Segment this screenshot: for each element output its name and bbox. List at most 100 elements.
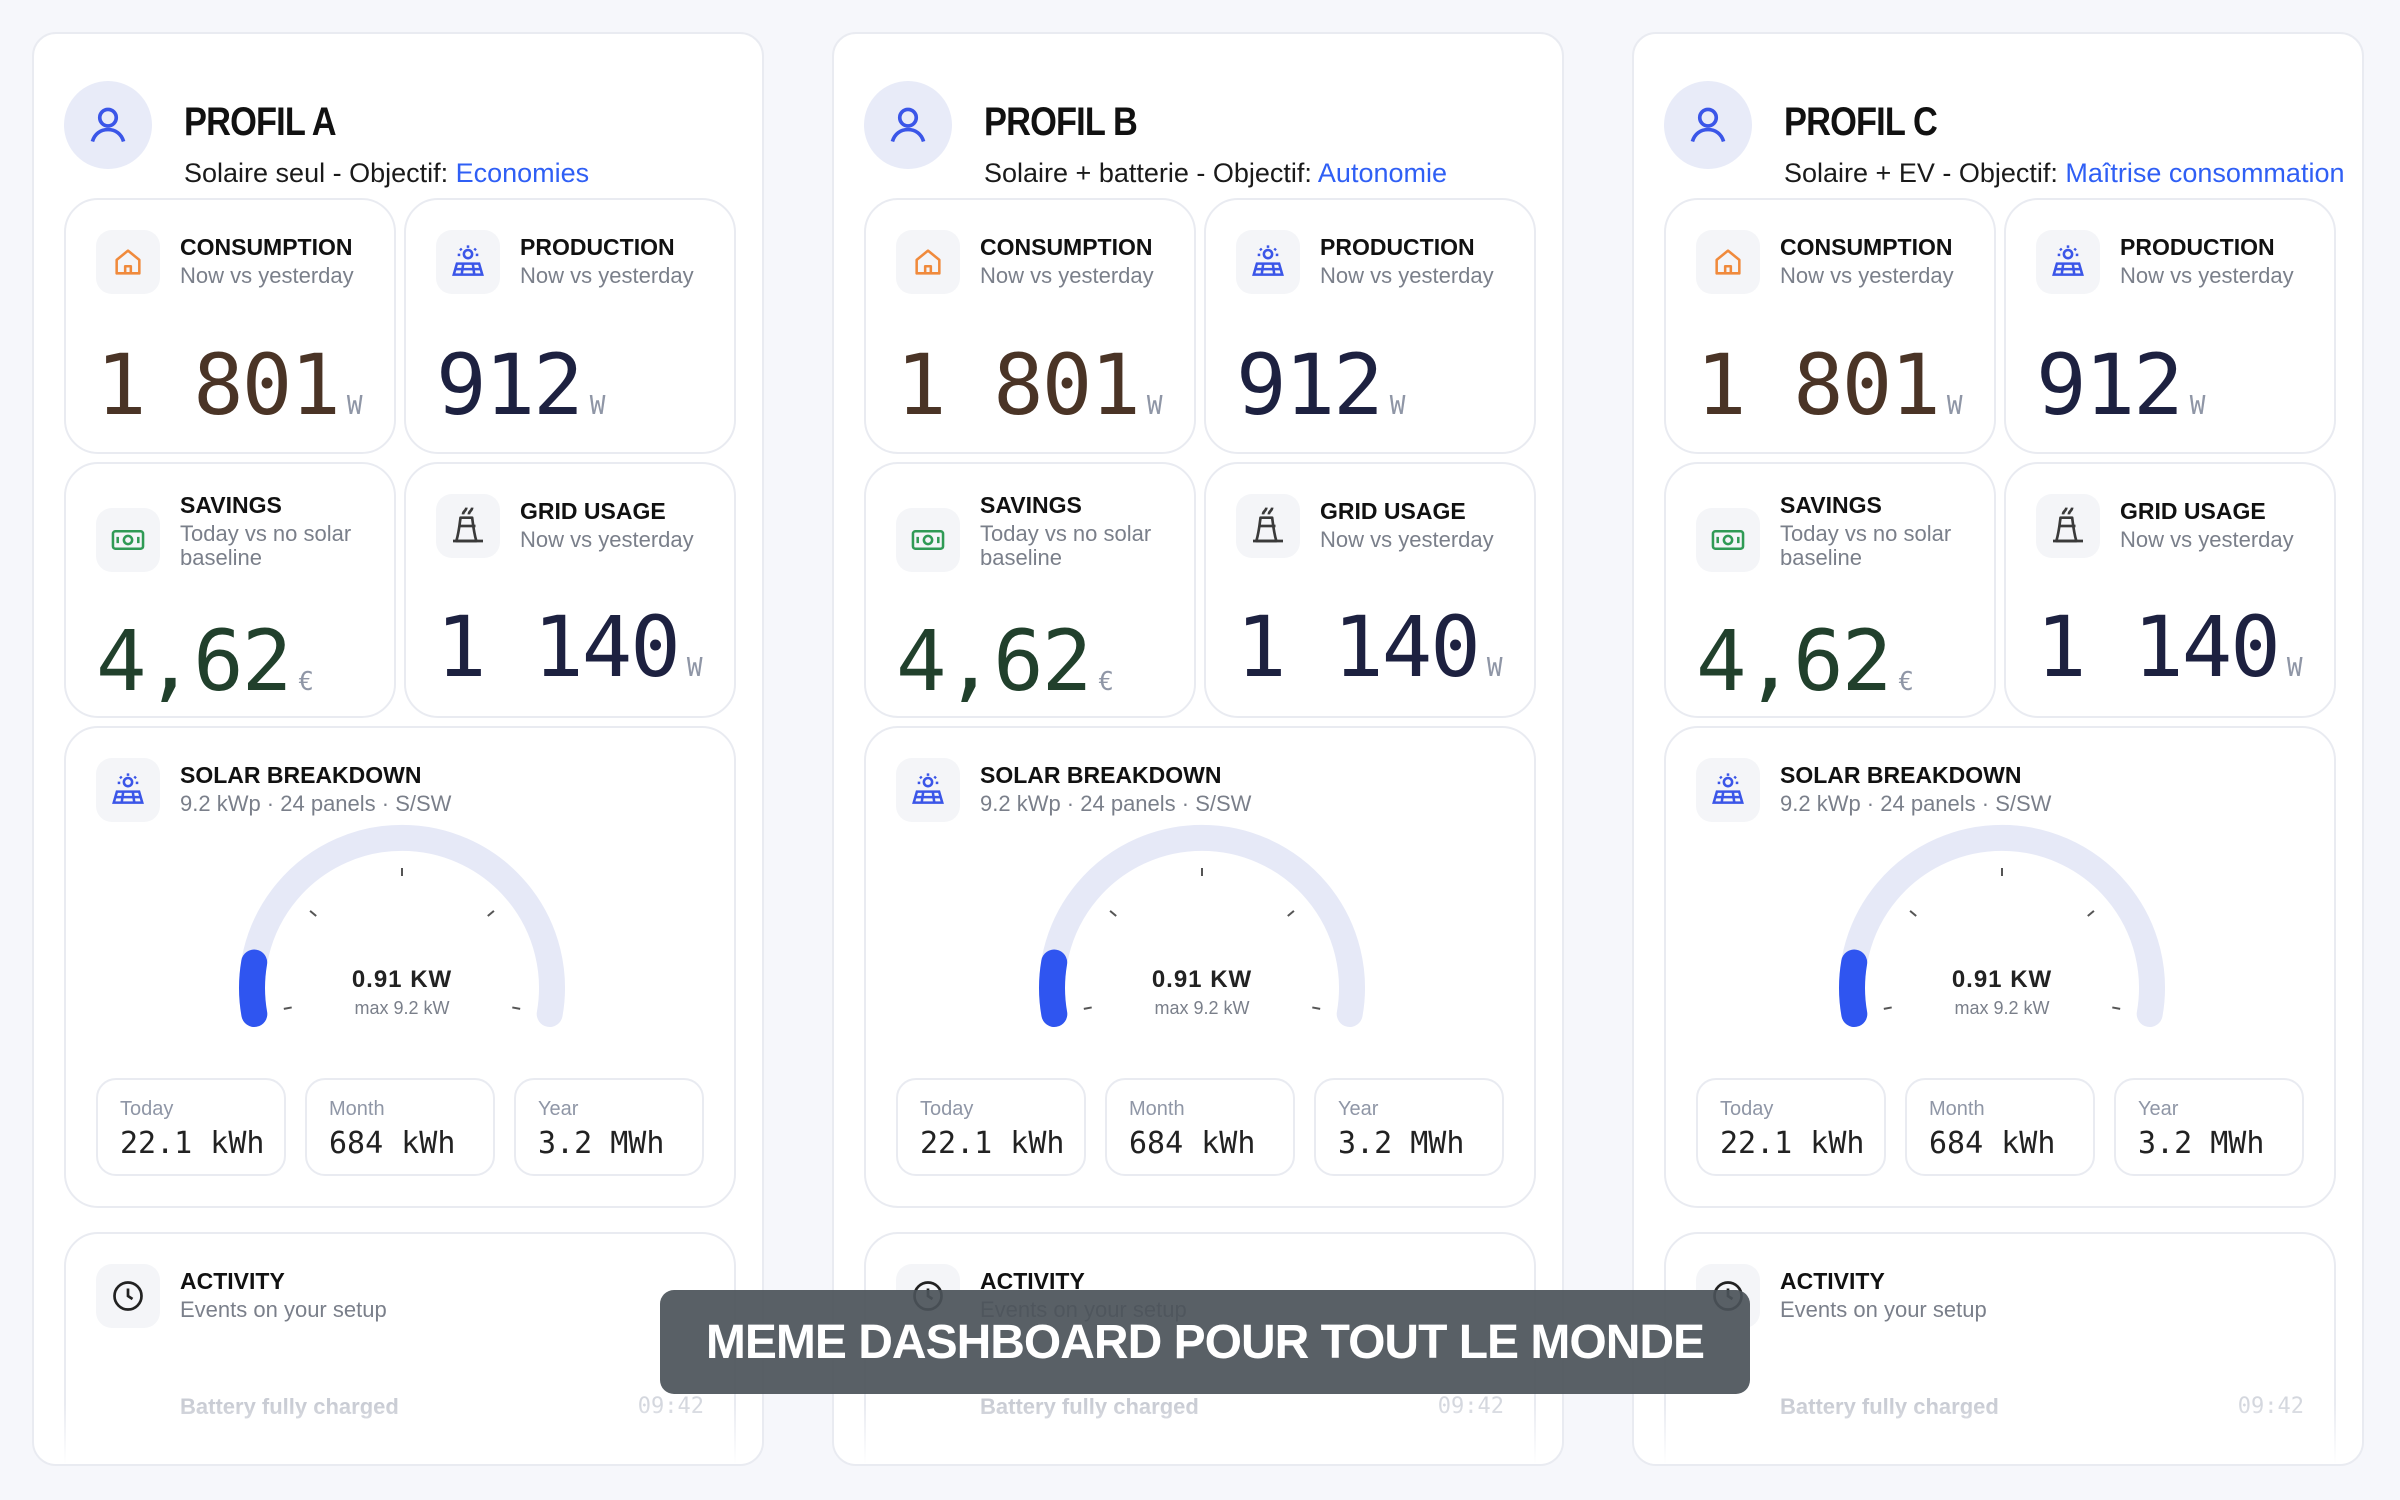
stat-month: Month 684 kWh bbox=[305, 1078, 495, 1176]
stat-year-label: Year bbox=[538, 1098, 579, 1120]
profile-setup: Solaire + EV - Objectif: bbox=[1784, 158, 2066, 188]
grid-usage-title: GRID USAGE bbox=[520, 498, 666, 524]
gauge-tick bbox=[512, 1006, 521, 1010]
stat-month: Month 684 kWh bbox=[1105, 1078, 1295, 1176]
power-plant-icon bbox=[436, 494, 500, 558]
consumption-subtitle: Now vs yesterday bbox=[1780, 263, 1954, 288]
gauge-ticks bbox=[1083, 868, 1321, 1010]
gauge-track bbox=[1039, 824, 1365, 1027]
consumption-title: CONSUMPTION bbox=[180, 234, 353, 260]
savings-value: 4,62 € bbox=[1696, 612, 1914, 710]
consumption-card[interactable]: CONSUMPTION Now vs yesterday 1 801 W bbox=[864, 198, 1196, 454]
stat-month-value: 684 kWh bbox=[329, 1126, 456, 1161]
grid-usage-card[interactable]: GRID USAGE Now vs yesterday 1 140 W bbox=[2004, 462, 2336, 718]
user-icon bbox=[1690, 107, 1726, 143]
stat-today-label: Today bbox=[1720, 1098, 1774, 1120]
profile-title: PROFIL A bbox=[184, 100, 337, 144]
consumption-card[interactable]: CONSUMPTION Now vs yesterday 1 801 W bbox=[64, 198, 396, 454]
grid-usage-card[interactable]: GRID USAGE Now vs yesterday 1 140 W bbox=[404, 462, 736, 718]
gauge-tick bbox=[487, 910, 495, 917]
profile-panel-a: PROFIL A Solaire seul - Objectif: Econom… bbox=[32, 32, 764, 1466]
gauge-fill bbox=[1839, 949, 1868, 1027]
solar-title: SOLAR BREAKDOWN bbox=[980, 762, 1222, 788]
stat-year-label: Year bbox=[1338, 1098, 1379, 1120]
production-card[interactable]: PRODUCTION Now vs yesterday 912 W bbox=[404, 198, 736, 454]
grid-usage-value: 1 140 W bbox=[1236, 598, 1503, 696]
gauge-max: max 9.2 kW bbox=[354, 998, 450, 1018]
savings-card[interactable]: SAVINGS Today vs no solar baseline 4,62 € bbox=[64, 462, 396, 718]
gauge-value: 0.91 KW bbox=[1951, 966, 2053, 993]
stat-year-value: 3.2 MWh bbox=[538, 1126, 665, 1161]
savings-card[interactable]: SAVINGS Today vs no solar baseline 4,62 € bbox=[1664, 462, 1996, 718]
solar-gauge bbox=[1839, 824, 2165, 1027]
production-title: PRODUCTION bbox=[1320, 234, 1475, 260]
savings-subtitle: Today vs no solar baseline bbox=[980, 521, 1152, 570]
gauge-value: 0.91 KW bbox=[1151, 966, 1253, 993]
savings-title: SAVINGS bbox=[1780, 492, 1882, 518]
stat-today-value: 22.1 kWh bbox=[1720, 1126, 1865, 1161]
profile-header: PROFIL B Solaire + batterie - Objectif: … bbox=[864, 78, 1536, 188]
gauge-tick bbox=[1109, 910, 1117, 917]
solar-breakdown-card[interactable]: SOLAR BREAKDOWN 9.2 kWp · 24 panels · S/… bbox=[1664, 726, 2336, 1208]
solar-subtitle: 9.2 kWp · 24 panels · S/SW bbox=[980, 791, 1252, 816]
gauge-value: 0.91 KW bbox=[351, 966, 453, 993]
stat-today-value: 22.1 kWh bbox=[120, 1126, 265, 1161]
consumption-card[interactable]: CONSUMPTION Now vs yesterday 1 801 W bbox=[1664, 198, 1996, 454]
profile-header: PROFIL C Solaire + EV - Objectif: Maîtri… bbox=[1664, 78, 2344, 188]
profile-setup: Solaire + batterie - Objectif: bbox=[984, 158, 1318, 188]
banknote-icon bbox=[896, 508, 960, 572]
production-subtitle: Now vs yesterday bbox=[1320, 263, 1494, 288]
consumption-subtitle: Now vs yesterday bbox=[980, 263, 1154, 288]
gauge-tick bbox=[1883, 1006, 1892, 1010]
gauge-tick bbox=[1083, 1006, 1092, 1010]
scroll-fade bbox=[834, 1404, 1562, 1464]
gauge-max: max 9.2 kW bbox=[1154, 998, 1250, 1018]
stat-year: Year 3.2 MWh bbox=[514, 1078, 704, 1176]
savings-title: SAVINGS bbox=[980, 492, 1082, 518]
solar-breakdown-card[interactable]: SOLAR BREAKDOWN 9.2 kWp · 24 panels · S/… bbox=[864, 726, 1536, 1208]
house-icon bbox=[896, 230, 960, 294]
stat-month-value: 684 kWh bbox=[1929, 1126, 2056, 1161]
caption-banner: MEME DASHBOARD POUR TOUT LE MONDE bbox=[660, 1290, 1750, 1394]
solar-title: SOLAR BREAKDOWN bbox=[180, 762, 422, 788]
savings-subtitle: Today vs no solar baseline bbox=[180, 521, 352, 570]
profile-goal-link[interactable]: Autonomie bbox=[1317, 158, 1448, 188]
profile-subtitle: Solaire seul - Objectif: Economies bbox=[184, 158, 589, 189]
house-icon bbox=[96, 230, 160, 294]
profile-title: PROFIL B bbox=[984, 100, 1138, 144]
avatar bbox=[1664, 81, 1752, 169]
avatar bbox=[64, 81, 152, 169]
profile-goal-link[interactable]: Economies bbox=[455, 158, 590, 188]
profile-panel-c: PROFIL C Solaire + EV - Objectif: Maîtri… bbox=[1632, 32, 2364, 1466]
gauge-ticks bbox=[283, 868, 521, 1010]
solar-panel-icon bbox=[2036, 230, 2100, 294]
profile-goal-link[interactable]: Maîtrise consommation bbox=[2065, 158, 2345, 188]
user-icon bbox=[90, 107, 126, 143]
production-subtitle: Now vs yesterday bbox=[2120, 263, 2294, 288]
production-value: 912 W bbox=[1236, 336, 1406, 434]
stat-today-label: Today bbox=[920, 1098, 974, 1120]
house-icon bbox=[1696, 230, 1760, 294]
grid-usage-value: 1 140 W bbox=[2036, 598, 2303, 696]
stat-today: Today 22.1 kWh bbox=[1696, 1078, 1886, 1176]
stat-year-value: 3.2 MWh bbox=[2138, 1126, 2265, 1161]
banknote-icon bbox=[96, 508, 160, 572]
production-card[interactable]: PRODUCTION Now vs yesterday 912 W bbox=[1204, 198, 1536, 454]
savings-card[interactable]: SAVINGS Today vs no solar baseline 4,62 € bbox=[864, 462, 1196, 718]
stat-today: Today 22.1 kWh bbox=[96, 1078, 286, 1176]
solar-panel-icon bbox=[96, 758, 160, 822]
gauge-ticks bbox=[1883, 868, 2121, 1010]
consumption-title: CONSUMPTION bbox=[980, 234, 1153, 260]
solar-breakdown-card[interactable]: SOLAR BREAKDOWN 9.2 kWp · 24 panels · S/… bbox=[64, 726, 736, 1208]
power-plant-icon bbox=[1236, 494, 1300, 558]
stat-month-label: Month bbox=[1929, 1098, 1985, 1120]
grid-usage-subtitle: Now vs yesterday bbox=[1320, 527, 1494, 552]
solar-panel-icon bbox=[1236, 230, 1300, 294]
savings-subtitle: Today vs no solar baseline bbox=[1780, 521, 1952, 570]
gauge-tick bbox=[2087, 910, 2095, 917]
grid-usage-card[interactable]: GRID USAGE Now vs yesterday 1 140 W bbox=[1204, 462, 1536, 718]
production-value: 912 W bbox=[2036, 336, 2206, 434]
savings-value: 4,62 € bbox=[896, 612, 1114, 710]
production-card[interactable]: PRODUCTION Now vs yesterday 912 W bbox=[2004, 198, 2336, 454]
stat-year: Year 3.2 MWh bbox=[2114, 1078, 2304, 1176]
